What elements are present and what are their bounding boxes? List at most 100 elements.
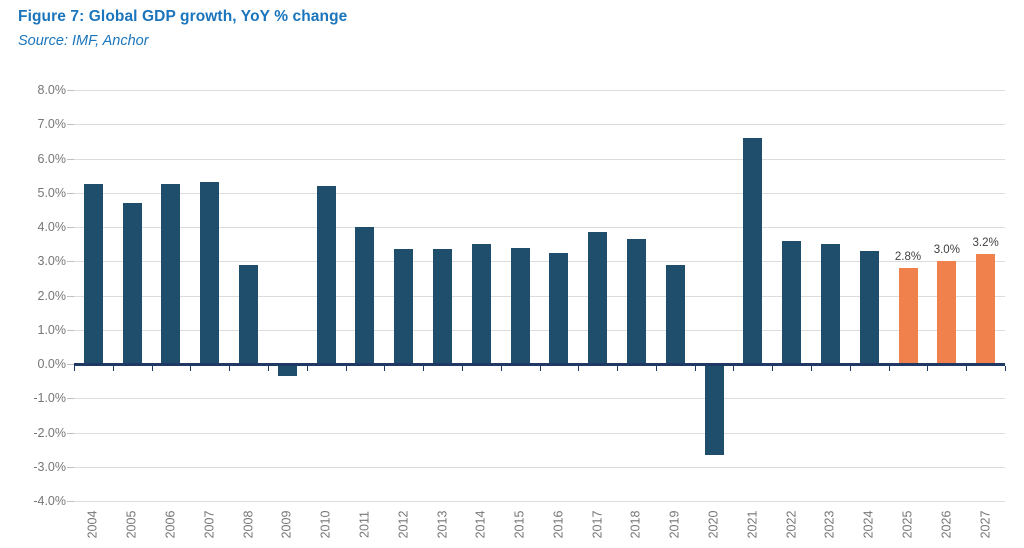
x-axis-boundary-tick — [966, 365, 968, 371]
x-axis-boundary-tick — [733, 365, 735, 371]
bar-2011 — [355, 227, 375, 364]
bar-2004 — [83, 184, 103, 364]
bar-2017 — [588, 232, 608, 364]
figure-source: Source: IMF, Anchor — [18, 33, 149, 49]
bar-2014 — [471, 244, 491, 364]
y-axis-tick-label: 7.0% — [37, 117, 67, 132]
x-axis-label-2025: 2025 — [900, 510, 915, 539]
x-axis-label-2014: 2014 — [473, 510, 488, 539]
x-axis-label-2006: 2006 — [163, 510, 178, 539]
y-axis-tick — [67, 124, 74, 126]
bar-2009 — [277, 364, 297, 376]
y-axis-tick — [67, 192, 74, 194]
y-axis-tick — [67, 90, 74, 91]
x-axis-label-2009: 2009 — [279, 510, 294, 539]
gridline — [74, 227, 1005, 228]
x-axis-label-2013: 2013 — [435, 510, 450, 539]
x-axis-boundary-tick — [500, 365, 502, 371]
y-axis-tick-label: 8.0% — [37, 83, 67, 97]
x-axis-label-2019: 2019 — [667, 510, 682, 539]
gridline — [74, 124, 1005, 126]
x-axis-boundary-tick — [151, 365, 153, 371]
x-axis-boundary-tick — [345, 365, 347, 371]
y-axis-tick-label: 2.0% — [37, 288, 67, 303]
y-axis-tick-label: 6.0% — [37, 151, 67, 166]
x-axis-label-2016: 2016 — [551, 510, 566, 539]
x-axis-boundary-tick — [578, 365, 580, 371]
y-axis-tick — [67, 466, 74, 468]
gridline — [74, 192, 1005, 194]
y-axis-tick-label: 1.0% — [37, 322, 67, 337]
bar-2015 — [510, 247, 530, 364]
x-axis-label-2011: 2011 — [357, 511, 372, 538]
x-axis-label-2022: 2022 — [784, 510, 799, 539]
x-axis-line — [74, 362, 1005, 366]
y-axis-tick-label: -2.0% — [33, 425, 66, 440]
bar-2005 — [122, 203, 142, 364]
x-axis-boundary-tick — [655, 365, 657, 371]
bar-2026 — [937, 261, 957, 364]
x-axis-label-2010: 2010 — [318, 510, 333, 539]
y-axis-tick-label: -1.0% — [33, 391, 66, 406]
x-axis-boundary-tick — [617, 365, 619, 371]
y-axis-tick — [67, 329, 74, 331]
x-axis-label-2024: 2024 — [861, 510, 876, 539]
bar-2006 — [161, 184, 181, 364]
x-axis-label-2008: 2008 — [241, 510, 256, 539]
x-axis-label-2015: 2015 — [512, 510, 527, 539]
x-axis-label-2012: 2012 — [396, 510, 411, 539]
y-axis-tick — [67, 398, 74, 400]
bar-2008 — [239, 264, 259, 364]
x-axis-boundary-tick — [306, 365, 308, 371]
x-axis-boundary-tick — [74, 365, 75, 371]
gridline — [74, 158, 1005, 160]
gridline — [74, 295, 1005, 297]
x-axis-boundary-tick — [811, 365, 813, 371]
x-axis-boundary-tick — [190, 365, 192, 371]
bar-2024 — [859, 250, 879, 364]
y-axis-tick-label: -3.0% — [33, 459, 66, 474]
bar-value-label-2027: 3.2% — [972, 237, 999, 250]
gridline — [74, 466, 1005, 468]
bar-2013 — [433, 249, 453, 364]
bar-2007 — [200, 182, 220, 364]
x-axis-boundary-tick — [927, 365, 929, 371]
y-axis-tick-label: 0.0% — [37, 357, 67, 371]
x-axis-label-2026: 2026 — [939, 510, 954, 539]
x-axis-label-2017: 2017 — [590, 510, 605, 539]
x-axis-boundary-tick — [229, 365, 231, 371]
y-axis-tick-label: -4.0% — [33, 494, 66, 508]
bar-2022 — [782, 240, 802, 364]
x-axis-boundary-tick — [384, 365, 386, 371]
x-axis-label-2005: 2005 — [124, 510, 139, 539]
x-axis-boundary-tick — [849, 365, 851, 371]
bar-2018 — [626, 238, 646, 364]
gridline — [74, 398, 1005, 400]
x-axis-boundary-tick — [772, 365, 774, 371]
y-axis-tick — [67, 227, 74, 228]
x-axis-label-2004: 2004 — [85, 510, 100, 539]
x-axis-label-2018: 2018 — [628, 510, 643, 539]
bar-2023 — [820, 244, 840, 364]
bar-2027 — [976, 254, 996, 364]
x-axis-boundary-tick — [694, 365, 696, 371]
gridline — [74, 501, 1005, 502]
x-axis-boundary-tick — [267, 365, 269, 371]
y-axis-tick-label: 4.0% — [37, 220, 67, 234]
x-axis-boundary-tick — [888, 365, 890, 371]
x-axis-label-2021: 2021 — [745, 510, 760, 539]
x-axis-boundary-tick — [1005, 365, 1006, 371]
x-axis-label-2007: 2007 — [202, 510, 217, 539]
y-axis-tick — [67, 501, 74, 502]
y-axis-tick — [67, 432, 74, 434]
x-axis-boundary-tick — [539, 365, 541, 371]
bar-value-label-2026: 3.0% — [933, 244, 960, 257]
bar-2021 — [743, 137, 763, 364]
y-axis-tick — [67, 158, 74, 160]
x-axis-label-2027: 2027 — [978, 510, 993, 539]
bar-2016 — [549, 252, 569, 364]
gridline — [74, 432, 1005, 434]
x-axis-label-2023: 2023 — [822, 510, 837, 539]
y-axis-tick — [67, 261, 74, 263]
y-axis-tick-label: 5.0% — [37, 185, 67, 200]
